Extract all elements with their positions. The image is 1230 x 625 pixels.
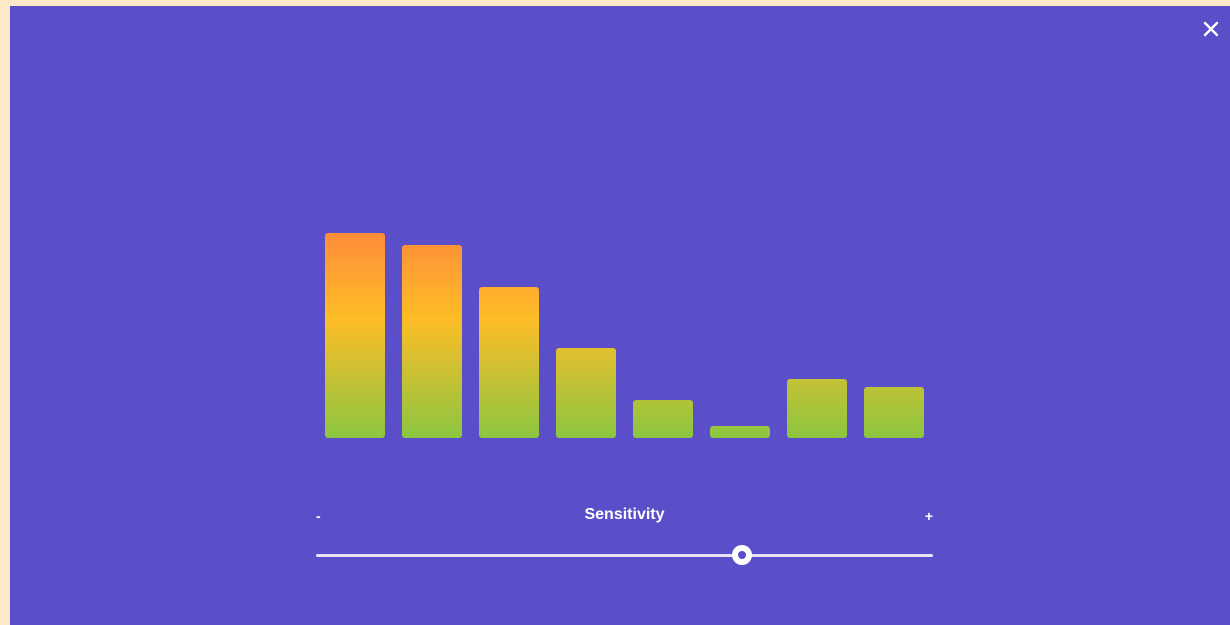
level-bar [479, 287, 539, 438]
sensitivity-control: - Sensitivity + [316, 496, 933, 576]
close-icon [1203, 21, 1219, 37]
close-button[interactable] [1198, 16, 1224, 42]
level-bar [633, 400, 693, 438]
level-bar [864, 387, 924, 438]
level-bars-chart [10, 6, 1230, 625]
level-bar [710, 426, 770, 438]
audio-level-panel: - Sensitivity + [10, 6, 1230, 625]
level-bar [402, 245, 462, 438]
level-bar [325, 233, 385, 438]
sensitivity-slider-track[interactable] [316, 554, 933, 557]
sensitivity-minus[interactable]: - [316, 508, 321, 524]
sensitivity-plus[interactable]: + [924, 508, 933, 524]
level-bar [787, 379, 847, 438]
sensitivity-label: Sensitivity [584, 506, 665, 523]
sensitivity-slider-thumb[interactable] [731, 545, 752, 565]
level-bar [556, 348, 616, 438]
